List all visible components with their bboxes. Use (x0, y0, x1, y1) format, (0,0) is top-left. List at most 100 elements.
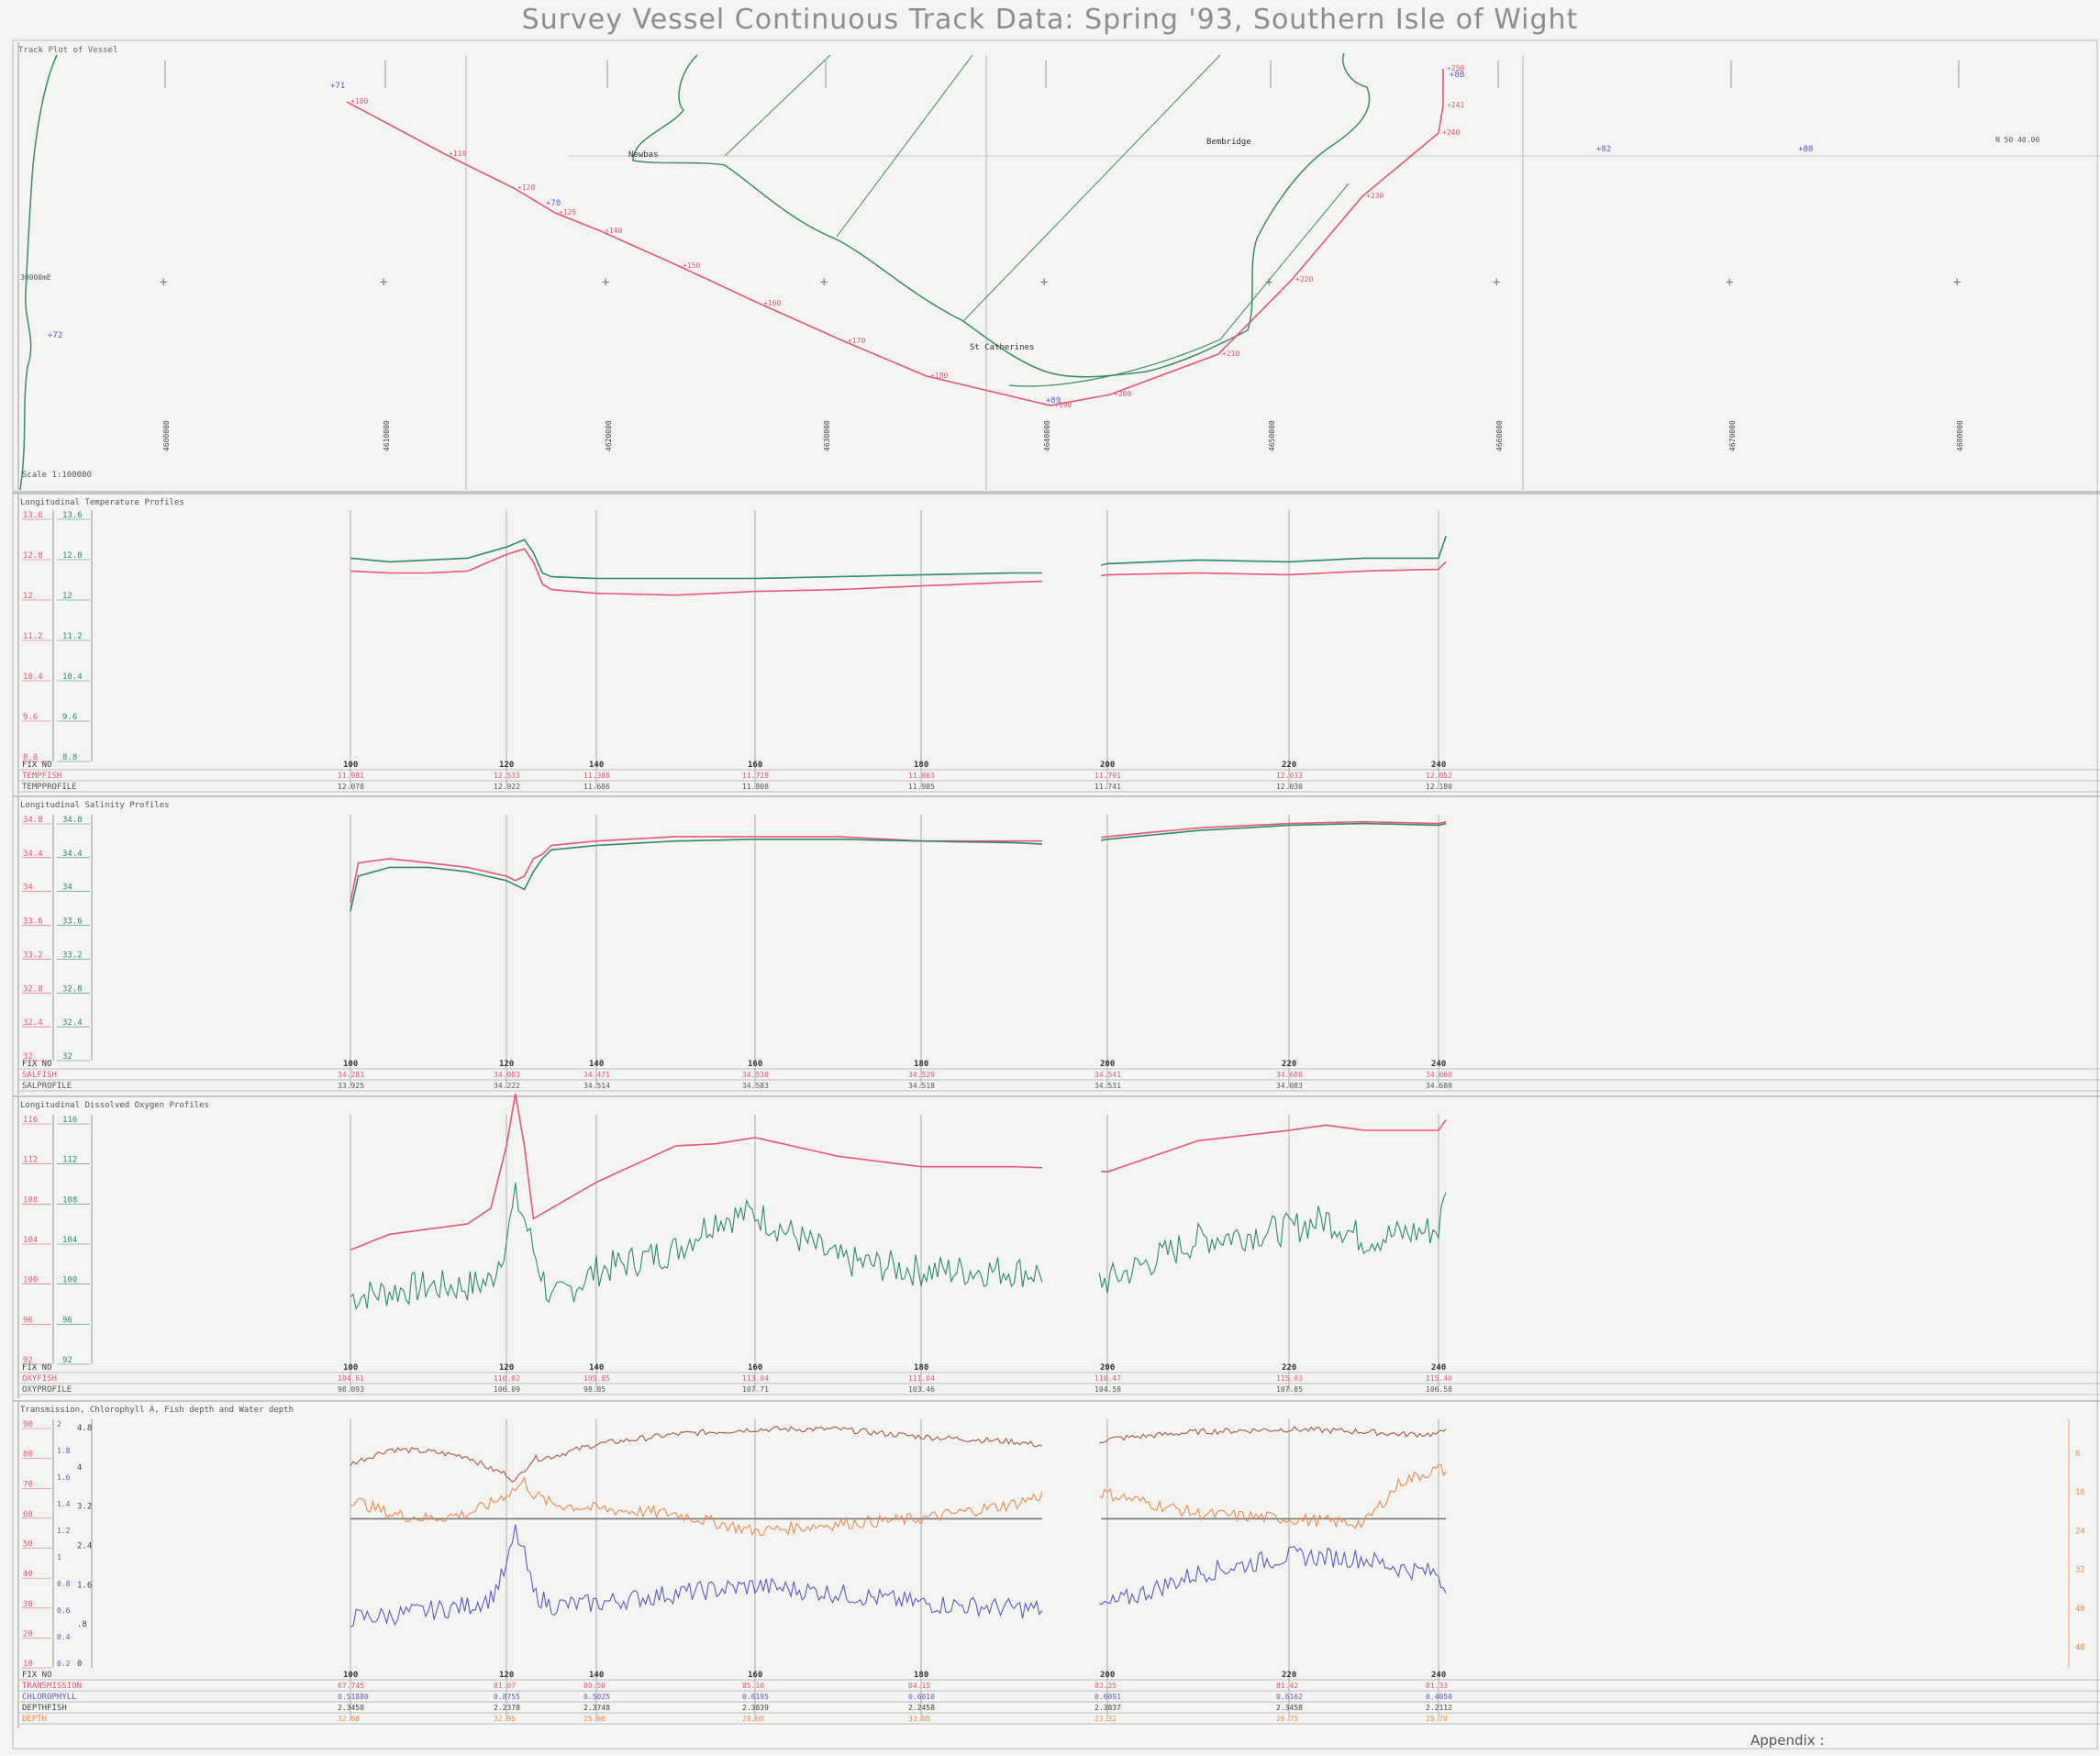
panel-title: Transmission, Chlorophyll A, Fish depth … (20, 1406, 294, 1415)
fix-value-label: 2.2378 (494, 1704, 520, 1712)
y-tick-label-left: 10 (23, 1660, 33, 1669)
fix-value-label: 83.25 (1094, 1682, 1117, 1690)
fix-number-label: 160 (748, 1671, 762, 1680)
track-fix-label: +220 (1295, 275, 1313, 283)
fix-value-label: 85.10 (742, 1682, 764, 1690)
y-tick-label-left: 100 (23, 1276, 38, 1285)
track-fix-label: +210 (1222, 350, 1239, 358)
mainland-coastline (19, 54, 58, 491)
grid-cross: + (380, 275, 387, 290)
y-tick-label-right: 8.8 (62, 753, 77, 762)
fix-value-label: 81.42 (1276, 1682, 1298, 1690)
fix-number-label: 220 (1282, 1060, 1296, 1069)
table-row-label: DEPTH (22, 1715, 47, 1724)
fix-value-label: 34.283 (338, 1071, 364, 1079)
y-tick-label-left: 32.8 (23, 984, 43, 994)
y-tick-label-right-axis: 40 (2075, 1605, 2085, 1614)
fix-value-label: 11.808 (742, 783, 769, 791)
fix-number-label: 220 (1282, 1671, 1296, 1680)
grid-cross: + (602, 275, 609, 290)
fix-number-label: 240 (1431, 1363, 1446, 1373)
track-fix-label: +190 (1054, 401, 1072, 409)
y-tick-label-mid: 0.6 (57, 1606, 71, 1615)
fix-value-label: 98.093 (338, 1385, 364, 1394)
fix-value-label: 34.583 (742, 1082, 769, 1090)
station-marker: +89 (1046, 396, 1061, 406)
fix-number-label: 100 (343, 1671, 358, 1680)
y-tick-label-inner: .8 (77, 1620, 87, 1629)
transect-line (724, 54, 831, 157)
series-chlorophyll (350, 1524, 1447, 1628)
fix-value-label: 34.471 (583, 1071, 610, 1079)
table-row-label: DEPTHFISH (22, 1704, 67, 1713)
fix-value-label: 0.6091 (1094, 1693, 1121, 1701)
y-tick-label-mid: 0.2 (57, 1660, 71, 1668)
grid-easting-label: 4670000 (1728, 420, 1737, 451)
fix-value-label: 2.3458 (1276, 1704, 1303, 1712)
fix-value-label: 34.518 (908, 1082, 935, 1090)
y-tick-label-inner: 3.2 (77, 1503, 92, 1512)
fix-number-label: 200 (1100, 1671, 1115, 1680)
series-transmission (350, 1426, 1447, 1483)
fix-number-label: 160 (748, 1060, 762, 1069)
place-name-stcatherines: St Catherines (970, 343, 1034, 352)
fix-value-label: 2.2458 (908, 1704, 935, 1712)
fix-value-label: 106.58 (1426, 1385, 1452, 1394)
fix-value-label: 32.95 (494, 1715, 516, 1723)
fix-number-label: 120 (499, 1671, 514, 1680)
fix-value-label: 11.981 (338, 772, 364, 780)
fix-number-label: 180 (914, 1363, 928, 1373)
y-tick-label-left: 10.4 (23, 672, 43, 682)
fix-value-label: 105.85 (583, 1374, 610, 1383)
fix-value-label: 84.15 (908, 1682, 930, 1690)
panel-temperature: Longitudinal Temperature Profiles 13.6 13.… (13, 493, 2100, 795)
fix-number-label: 180 (914, 761, 928, 770)
fix-number-label: 100 (343, 1060, 358, 1069)
y-tick-label-left: 32.4 (23, 1018, 43, 1028)
y-tick-label-left: 20 (23, 1629, 33, 1639)
fix-value-label: 34.514 (583, 1082, 610, 1090)
fix-number-label: 200 (1100, 761, 1115, 770)
grid-easting-label: 4680000 (1956, 420, 1964, 451)
fix-value-label: 11.388 (583, 772, 610, 780)
fix-number-label: 180 (914, 1060, 928, 1069)
fix-value-label: 33.925 (338, 1082, 364, 1090)
table-row-label: OXYFISH (22, 1374, 57, 1384)
fix-number-label: 180 (914, 1671, 928, 1680)
panel-transmission: Transmission, Chlorophyll A, Fish depth … (13, 1400, 2100, 1728)
y-tick-label-left: 34.8 (23, 816, 43, 825)
track-fix-label: +170 (848, 337, 865, 345)
fix-value-label: 98.85 (583, 1385, 606, 1394)
y-tick-label-left: 92 (23, 1356, 33, 1365)
grid-cross: + (1265, 275, 1272, 290)
grid-cross: + (1040, 275, 1048, 290)
fix-value-label: 25.98 (583, 1715, 606, 1723)
fix-value-label: 110.47 (1094, 1374, 1121, 1383)
fix-value-label: 34.680 (1426, 1082, 1452, 1090)
series-oxyprofile (350, 1183, 1447, 1311)
y-tick-label-right: 33.2 (62, 950, 83, 960)
grid-cross: + (1953, 275, 1961, 290)
y-tick-label-right: 12 (62, 592, 72, 601)
y-tick-label-right-axis: 8 (2075, 1450, 2080, 1459)
grid-easting-label: 4630000 (823, 420, 831, 451)
fix-value-label: 11.728 (742, 772, 769, 780)
y-tick-label-right: 108 (62, 1195, 77, 1205)
outer-frame (12, 39, 2098, 1750)
grid-cross: + (820, 275, 828, 290)
fix-value-label: 34.529 (908, 1071, 935, 1079)
station-marker: +82 (1596, 145, 1611, 154)
y-tick-label-right-axis: 32 (2075, 1566, 2085, 1575)
fix-value-label: 0.8755 (494, 1693, 520, 1701)
y-tick-label-left: 112 (23, 1156, 38, 1165)
fix-value-label: 2.3837 (1094, 1704, 1121, 1712)
y-tick-label-mid: 1.4 (57, 1500, 71, 1508)
fix-value-label: 103.46 (908, 1385, 935, 1394)
y-tick-label-right: 33.6 (62, 917, 83, 927)
y-tick-label-left: 12 (23, 592, 33, 601)
track-panel-title: Track Plot of Vessel (18, 46, 117, 55)
y-tick-label-right: 11.2 (62, 632, 83, 641)
panel-oxygen: Longitudinal Dissolved Oxygen Profiles 11… (13, 1094, 2100, 1398)
series-salfish (350, 820, 1447, 903)
